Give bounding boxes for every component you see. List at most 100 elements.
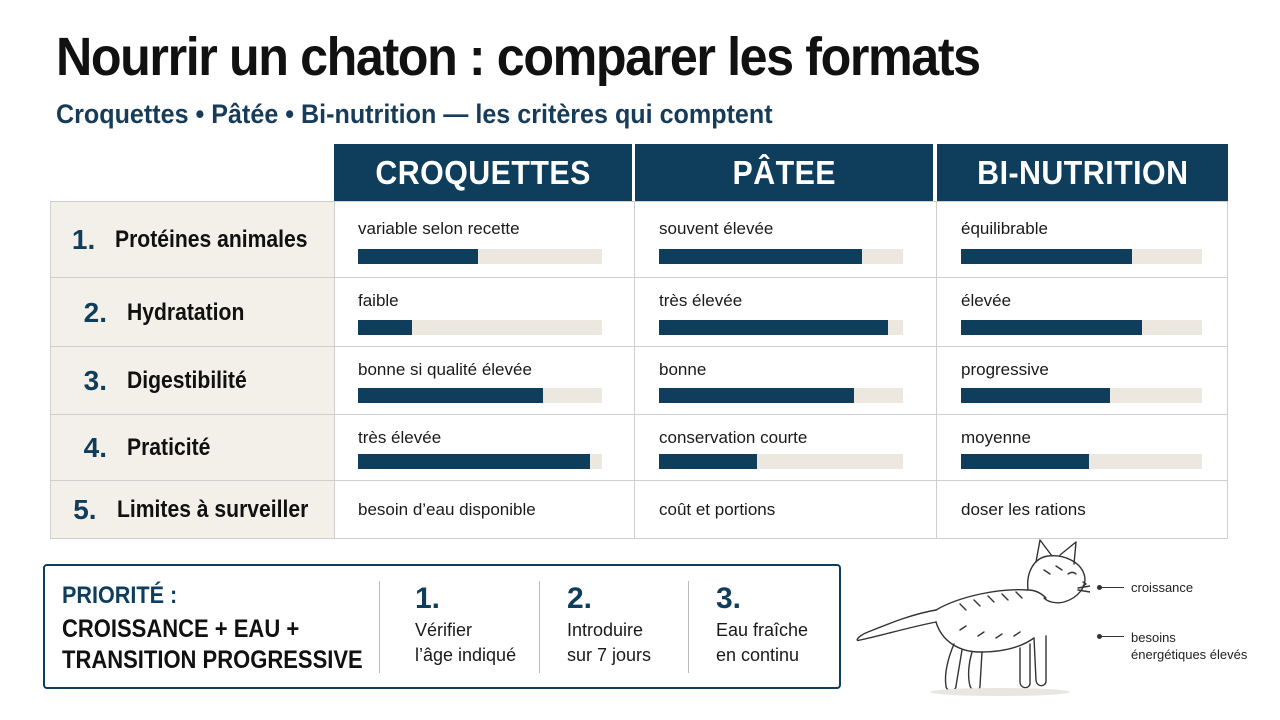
cell-patee: souvent élevée xyxy=(635,202,937,278)
cell-croquettes: bonne si qualité élevée xyxy=(334,347,635,415)
row-label-cell: 2. Hydratation xyxy=(50,278,335,347)
rating-bar-fill xyxy=(659,249,862,264)
priority-line: TRANSITION PROGRESSIVE xyxy=(62,646,363,674)
table-row-proteines: 1. Protéines animales variable selon rec… xyxy=(50,201,1228,278)
divider xyxy=(688,581,689,673)
column-header-bi-nutrition: BI-NUTRITION xyxy=(937,144,1228,202)
page-subtitle: Croquettes • Pâtée • Bi-nutrition — les … xyxy=(56,99,773,129)
callout-line xyxy=(1100,636,1124,637)
step-text: Eau fraîche en continu xyxy=(716,618,808,668)
step-line: l’âge indiqué xyxy=(415,645,517,665)
cell-bi-nutrition: élevée xyxy=(937,278,1228,347)
rating-bar xyxy=(961,320,1202,335)
cell-text: progressive xyxy=(961,360,1049,379)
callout-line xyxy=(1100,587,1124,588)
step-text: Vérifier l’âge indiqué xyxy=(415,618,516,668)
table-row-digestibilite: 3. Digestibilité bonne si qualité élevée… xyxy=(50,346,1228,415)
rating-bar xyxy=(659,320,903,335)
rating-bar-fill xyxy=(961,454,1089,469)
cell-text: besoin d’eau disponible xyxy=(358,499,536,519)
row-label-cell: 4. Praticité xyxy=(50,415,335,481)
divider xyxy=(379,581,380,673)
column-header-patee: PÂTEE xyxy=(635,144,933,202)
cell-text: moyenne xyxy=(961,428,1031,447)
cell-patee: bonne xyxy=(635,347,937,415)
cell-patee: très élevée xyxy=(635,278,937,347)
table-row-limites: 5. Limites à surveiller besoin d’eau dis… xyxy=(50,480,1228,539)
step-3: 3. Eau fraîche en continu xyxy=(716,582,808,668)
cell-bi-nutrition: doser les rations xyxy=(937,481,1228,538)
page-title: Nourrir un chaton : comparer les formats xyxy=(56,27,981,87)
rating-bar xyxy=(659,388,903,403)
rating-bar-fill xyxy=(358,320,412,335)
callout-line-text: énergétiques élevés xyxy=(1131,647,1248,662)
rating-bar xyxy=(961,454,1202,469)
row-label-cell: 5. Limites à surveiller xyxy=(50,481,335,538)
rating-bar xyxy=(659,249,903,264)
rating-bar-fill xyxy=(961,320,1142,335)
row-label: Protéines animales xyxy=(115,226,308,253)
cell-croquettes: faible xyxy=(334,278,635,347)
cell-bi-nutrition: progressive xyxy=(937,347,1228,415)
callout-dot xyxy=(1097,585,1102,590)
step-line: Eau fraîche xyxy=(716,620,809,640)
column-header-croquettes: CROQUETTES xyxy=(334,144,632,202)
cell-text: variable selon recette xyxy=(358,219,520,238)
rating-bar-fill xyxy=(961,388,1111,403)
row-number: 1. xyxy=(71,224,96,255)
step-line: Vérifier xyxy=(415,620,473,640)
cell-patee: conservation courte xyxy=(635,415,937,481)
rating-bar xyxy=(358,454,602,469)
step-text: Introduire sur 7 jours xyxy=(567,618,651,668)
cell-croquettes: besoin d’eau disponible xyxy=(334,481,635,538)
kitten-illustration xyxy=(850,532,1091,700)
step-line: sur 7 jours xyxy=(567,645,652,665)
cell-croquettes: très élevée xyxy=(334,415,635,481)
row-label-cell: 3. Digestibilité xyxy=(50,347,335,415)
rating-bar xyxy=(659,454,903,469)
rating-bar xyxy=(358,388,602,403)
cell-text: coût et portions xyxy=(659,499,776,519)
row-number: 3. xyxy=(83,365,107,396)
step-line: Introduire xyxy=(567,620,644,640)
cell-text: très élevée xyxy=(659,291,743,310)
rating-bar-fill xyxy=(659,320,889,335)
cell-text: bonne si qualité élevée xyxy=(358,360,532,379)
callout-besoins: besoins énergétiques élevés xyxy=(1131,629,1247,663)
callout-dot xyxy=(1097,634,1102,639)
rating-bar xyxy=(358,249,602,264)
table-row-praticite: 4. Praticité très élevée conservation co… xyxy=(50,414,1228,481)
rating-bar xyxy=(961,388,1202,403)
step-number: 3. xyxy=(716,582,742,615)
row-label: Hydratation xyxy=(127,298,245,326)
step-number: 1. xyxy=(415,582,441,615)
rating-bar xyxy=(358,320,602,335)
cell-bi-nutrition: équilibrable xyxy=(937,202,1228,278)
rating-bar-fill xyxy=(358,454,590,469)
cell-text: bonne xyxy=(659,360,707,379)
step-number: 2. xyxy=(567,582,593,615)
priority-line: CROISSANCE + EAU + xyxy=(62,615,300,643)
cell-text: faible xyxy=(358,291,399,310)
rating-bar-fill xyxy=(659,454,757,469)
row-number: 5. xyxy=(73,493,97,525)
row-label-cell: 1. Protéines animales xyxy=(50,202,335,278)
priority-box: PRIORITÉ : CROISSANCE + EAU + TRANSITION… xyxy=(43,564,841,689)
cell-bi-nutrition: moyenne xyxy=(937,415,1228,481)
row-number: 4. xyxy=(83,432,107,463)
row-label: Limites à surveiller xyxy=(116,495,308,523)
cell-croquettes: variable selon recette xyxy=(334,202,635,278)
priority-label: PRIORITÉ : xyxy=(62,582,178,609)
divider xyxy=(539,581,540,673)
cell-text: doser les rations xyxy=(961,499,1086,519)
rating-bar xyxy=(961,249,1202,264)
cell-text: très élevée xyxy=(358,428,442,447)
cell-text: souvent élevée xyxy=(659,219,774,238)
step-line: en continu xyxy=(716,645,800,665)
row-number: 2. xyxy=(83,296,107,328)
rating-bar-fill xyxy=(659,388,855,403)
table-row-hydratation: 2. Hydratation faible très élevée élevée xyxy=(50,277,1228,347)
cell-text: élevée xyxy=(961,291,1012,310)
kitten-icon xyxy=(856,539,1091,696)
cell-patee: coût et portions xyxy=(635,481,937,538)
